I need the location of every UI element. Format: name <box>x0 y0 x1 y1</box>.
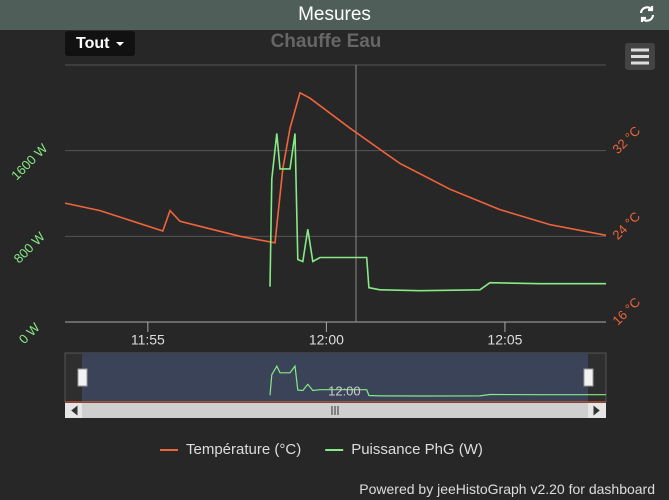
navigator-line <box>269 364 606 397</box>
y2-tick-label: 24 °C <box>609 209 643 243</box>
y2-tick-label: 32 °C <box>609 123 643 157</box>
series-line <box>64 91 607 244</box>
scroll-arrows <box>71 405 600 416</box>
dropdown-caret <box>116 42 124 46</box>
menu-icon <box>631 48 649 65</box>
footer: Powered by jeeHistoGraph v2.20 for dashb… <box>359 481 655 497</box>
range-button-label[interactable]: Tout <box>76 35 110 52</box>
header: Mesures <box>0 0 669 30</box>
navigator-handle[interactable] <box>583 368 594 387</box>
chart: Tout Chauffe Eau 0 W 800 W 1600 W 16 °C 24 °… <box>8 31 655 458</box>
header-title: Mesures <box>298 4 371 25</box>
y2-tick-label: 16 °C <box>609 294 643 328</box>
chart-title: Chauffe Eau <box>271 31 382 52</box>
x-tick-label: 11:55 <box>131 332 165 348</box>
x-tick-label: 12:05 <box>487 332 522 348</box>
series-line <box>269 133 606 292</box>
legend-label[interactable]: Température (°C) <box>186 441 301 458</box>
navigator-handle[interactable] <box>77 368 88 387</box>
y-tick-label: 800 W <box>11 228 49 266</box>
refresh-button[interactable] <box>637 4 657 24</box>
legend-label[interactable]: Puissance PhG (W) <box>351 441 483 458</box>
range-button[interactable] <box>65 31 135 56</box>
navigator-tick-label: 12:00 <box>328 383 361 398</box>
x-tick-label: 12:00 <box>309 332 344 348</box>
y-tick-label: 1600 W <box>8 140 51 183</box>
navigator-mask <box>82 353 588 402</box>
y-tick-label: 0 W <box>16 319 43 346</box>
